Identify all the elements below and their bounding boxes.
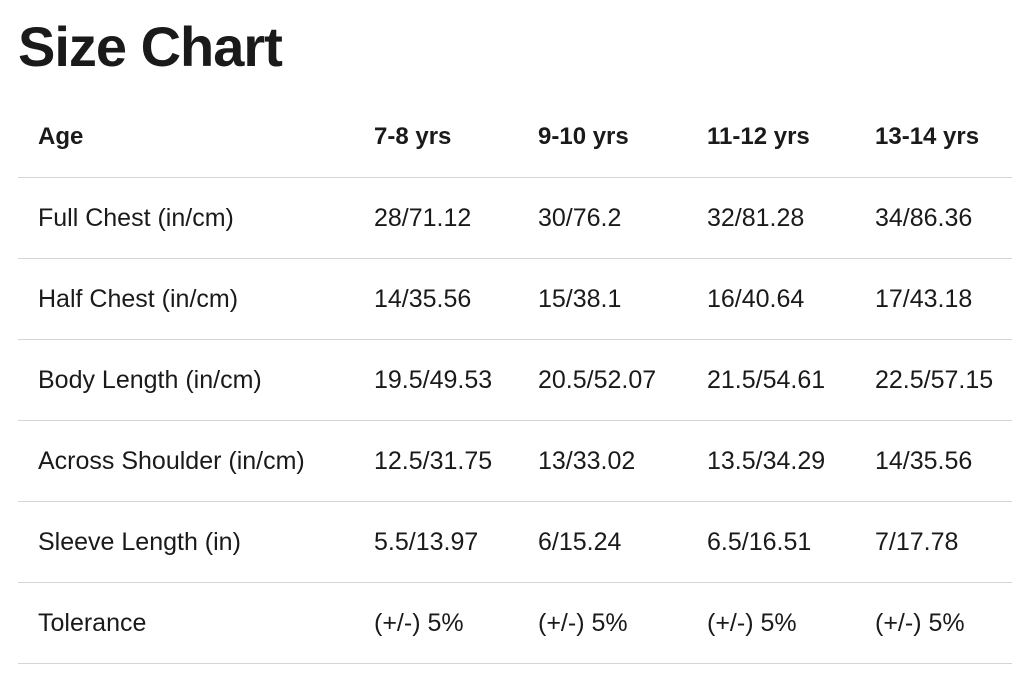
table-row: Tolerance (+/-) 5% (+/-) 5% (+/-) 5% (+/-) 5… bbox=[18, 582, 1012, 664]
cell: 6/15.24 bbox=[538, 501, 707, 583]
cell: 19.5/49.53 bbox=[374, 339, 538, 421]
cell: 6.5/16.51 bbox=[707, 501, 875, 583]
cell: 14/35.56 bbox=[374, 258, 538, 340]
cell: 13/33.02 bbox=[538, 420, 707, 502]
table-row: Sleeve Length (in) 5.5/13.97 6/15.24 6.5/16… bbox=[18, 501, 1012, 583]
table-row: Body Length (in/cm) 19.5/49.53 20.5/52.07 2… bbox=[18, 339, 1012, 421]
cell: 13.5/34.29 bbox=[707, 420, 875, 502]
table-row: Half Chest (in/cm) 14/35.56 15/38.1 16/40.6… bbox=[18, 258, 1012, 340]
cell: (+/-) 5% bbox=[538, 582, 707, 664]
table-row: Full Chest (in/cm) 28/71.12 30/76.2 32/81.2… bbox=[18, 177, 1012, 259]
cell: (+/-) 5% bbox=[875, 582, 1012, 664]
row-label: Tolerance bbox=[18, 582, 374, 664]
row-label: Half Chest (in/cm) bbox=[18, 258, 374, 340]
cell: 20.5/52.07 bbox=[538, 339, 707, 421]
cell: 16/40.64 bbox=[707, 258, 875, 340]
row-label: Across Shoulder (in/cm) bbox=[18, 420, 374, 502]
cell: (+/-) 5% bbox=[707, 582, 875, 664]
cell: 22.5/57.15 bbox=[875, 339, 1012, 421]
size-table: Age 7-8 yrs 9-10 yrs 11-12 yrs 13-14 yrs Ful… bbox=[18, 97, 1012, 664]
row-label: Full Chest (in/cm) bbox=[18, 177, 374, 259]
column-header: 13-14 yrs bbox=[875, 97, 1012, 178]
table-row: Across Shoulder (in/cm) 12.5/31.75 13/33.0… bbox=[18, 420, 1012, 502]
cell: 15/38.1 bbox=[538, 258, 707, 340]
cell: 14/35.56 bbox=[875, 420, 1012, 502]
cell: 34/86.36 bbox=[875, 177, 1012, 259]
column-header: 11-12 yrs bbox=[707, 97, 875, 178]
cell: 17/43.18 bbox=[875, 258, 1012, 340]
cell: 7/17.78 bbox=[875, 501, 1012, 583]
cell: 28/71.12 bbox=[374, 177, 538, 259]
cell: 32/81.28 bbox=[707, 177, 875, 259]
column-header: 7-8 yrs bbox=[374, 97, 538, 178]
cell: 12.5/31.75 bbox=[374, 420, 538, 502]
column-header: Age bbox=[18, 97, 374, 178]
table-body: Full Chest (in/cm) 28/71.12 30/76.2 32/81.2… bbox=[18, 177, 1012, 664]
cell: 5.5/13.97 bbox=[374, 501, 538, 583]
cell: 30/76.2 bbox=[538, 177, 707, 259]
column-header: 9-10 yrs bbox=[538, 97, 707, 178]
row-label: Body Length (in/cm) bbox=[18, 339, 374, 421]
row-label: Sleeve Length (in) bbox=[18, 501, 374, 583]
header-row: Age 7-8 yrs 9-10 yrs 11-12 yrs 13-14 yrs bbox=[18, 97, 1012, 178]
title: Size Chart bbox=[18, 15, 283, 78]
cell: (+/-) 5% bbox=[374, 582, 538, 664]
cell: 21.5/54.61 bbox=[707, 339, 875, 421]
